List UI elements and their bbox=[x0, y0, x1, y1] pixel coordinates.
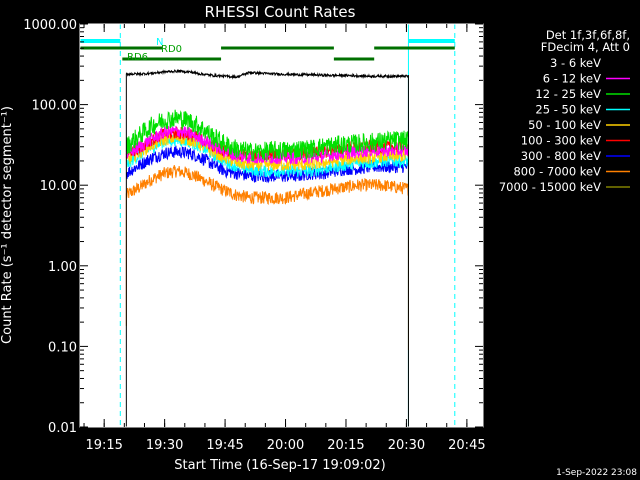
x-tick-label-2: 19:45 bbox=[206, 438, 243, 453]
legend-label-5: 100 - 300 keV bbox=[521, 134, 601, 148]
y-tick-label-0: 0.01 bbox=[48, 421, 77, 436]
x-tick-label-1: 19:30 bbox=[146, 438, 183, 453]
legend-label-4: 50 - 100 keV bbox=[528, 118, 601, 132]
legend-label-2: 12 - 25 keV bbox=[535, 87, 601, 101]
y-tick-label-2: 1.00 bbox=[48, 260, 77, 275]
annotation-rd6: RD6 bbox=[127, 52, 148, 63]
legend-header-line-1: Det 1f,3f,6f,8f, bbox=[546, 28, 630, 42]
plot-area bbox=[80, 24, 483, 427]
y-axis-label: Count Rate (s⁻¹ detector segment⁻¹) bbox=[0, 106, 15, 344]
x-tick-label-4: 20:15 bbox=[327, 438, 364, 453]
y-tick-label-3: 10.00 bbox=[40, 179, 77, 194]
series-line-0 bbox=[125, 69, 409, 428]
legend-header-line-2: FDecim 4, Att 0 bbox=[541, 40, 630, 54]
x-tick-label-3: 20:00 bbox=[267, 438, 304, 453]
x-axis: 19:15 19:30 19:45 20:00 20:15 20:30 20:45 bbox=[83, 24, 486, 453]
series-line-2 bbox=[125, 109, 409, 162]
chart-title: RHESSI Count Rates bbox=[205, 3, 356, 21]
x-axis-label: Start Time (16-Sep-17 19:09:02) bbox=[174, 458, 385, 473]
y-axis: 0.01 0.10 1.00 10.00 100.00 1000.00 bbox=[23, 18, 483, 436]
plot-frame bbox=[79, 23, 484, 428]
y-tick-label-5: 1000.00 bbox=[23, 18, 77, 33]
y-tick-label-4: 100.00 bbox=[32, 99, 78, 114]
x-tick-label-5: 20:30 bbox=[388, 438, 425, 453]
legend-label-1: 6 - 12 keV bbox=[543, 72, 601, 86]
legend-label-6: 300 - 800 keV bbox=[521, 149, 601, 163]
footer-date: 1-Sep-2022 23:08 bbox=[556, 468, 637, 478]
series-line-7 bbox=[125, 164, 409, 351]
legend-label-7: 800 - 7000 keV bbox=[513, 165, 601, 179]
annotation-rd0: RD0 bbox=[161, 44, 182, 55]
x-tick-label-6: 20:45 bbox=[448, 438, 485, 453]
y-tick-label-1: 0.10 bbox=[48, 340, 77, 355]
annotation-n: N bbox=[156, 37, 163, 48]
legend-label-8: 7000 - 15000 keV bbox=[499, 180, 601, 194]
x-tick-label-0: 19:15 bbox=[85, 438, 122, 453]
legend-label-3: 25 - 50 keV bbox=[535, 103, 601, 117]
series-line-4 bbox=[125, 132, 409, 172]
legend-label-0: 3 - 6 keV bbox=[550, 56, 601, 70]
